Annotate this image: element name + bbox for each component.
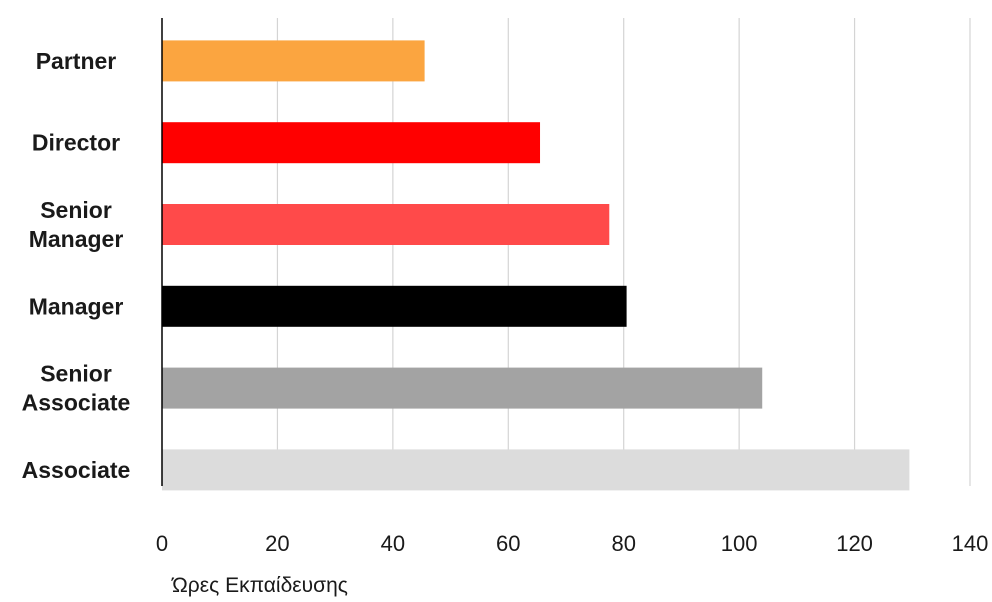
x-tick-labels: 0 20 40 60 80 100 120 140: [156, 531, 988, 556]
category-label: Senior Associate: [22, 361, 131, 416]
category-label-line: Associate: [22, 457, 131, 483]
category-label-line: Manager: [29, 226, 124, 252]
category-label-line: Director: [32, 130, 120, 156]
category-label-line: Partner: [36, 48, 117, 74]
bars: [162, 40, 910, 491]
grid-lines: [276, 18, 971, 486]
bar: [162, 449, 910, 491]
bar: [162, 204, 610, 245]
x-tick-label: 0: [156, 531, 168, 556]
category-label: Director: [32, 130, 120, 156]
category-label-line: Senior: [40, 197, 112, 223]
x-axis-title: Ώρες Εκπαίδευσης: [171, 574, 348, 597]
x-tick-label: 120: [836, 531, 873, 556]
bar: [162, 285, 627, 327]
bar: [162, 367, 763, 409]
x-tick-label: 80: [611, 531, 635, 556]
x-tick-label: 140: [952, 531, 989, 556]
bar: [162, 40, 425, 82]
category-label: Associate: [22, 457, 131, 483]
x-tick-label: 40: [381, 531, 405, 556]
category-label-line: Associate: [22, 390, 131, 416]
x-tick-label: 20: [265, 531, 289, 556]
category-label: Partner: [36, 48, 117, 74]
bar: [162, 122, 541, 164]
category-label-line: Senior: [40, 361, 112, 387]
category-label: Senior Manager: [29, 197, 124, 252]
category-label: Manager: [29, 293, 124, 319]
category-label-line: Manager: [29, 293, 124, 319]
x-tick-label: 60: [496, 531, 520, 556]
x-tick-label: 100: [721, 531, 758, 556]
